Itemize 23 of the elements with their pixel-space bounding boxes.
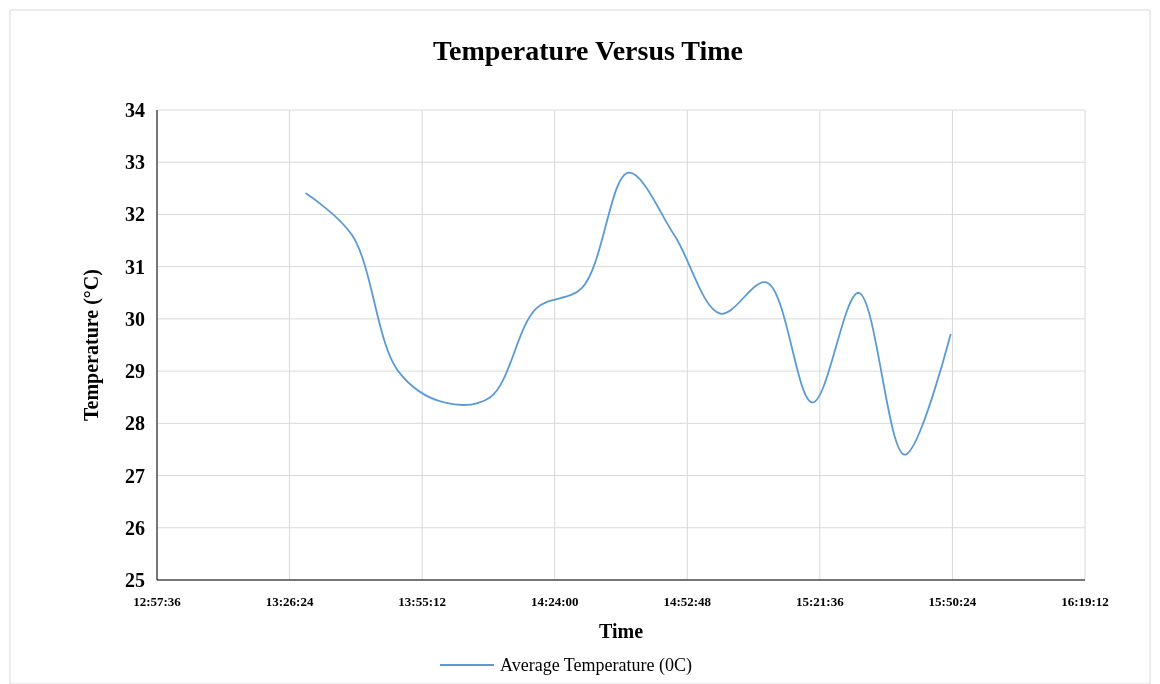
x-tick-label: 16:19:12 bbox=[1061, 594, 1109, 609]
y-tick-label: 28 bbox=[125, 412, 145, 435]
y-tick-label: 26 bbox=[125, 516, 145, 539]
y-tick-label: 31 bbox=[125, 255, 145, 278]
x-tick-label: 15:50:24 bbox=[928, 594, 977, 609]
y-tick-label: 30 bbox=[125, 307, 145, 330]
x-tick-label: 15:21:36 bbox=[796, 594, 845, 609]
legend-label: Average Temperature (0C) bbox=[500, 655, 692, 676]
y-axis-title: Temperature (°C) bbox=[80, 269, 103, 421]
x-tick-label: 13:55:12 bbox=[398, 594, 446, 609]
y-tick-label: 29 bbox=[125, 360, 145, 383]
y-tick-label: 32 bbox=[125, 203, 145, 226]
x-tick-label: 14:24:00 bbox=[530, 594, 579, 609]
y-tick-label: 27 bbox=[125, 464, 145, 487]
x-tick-label: 13:26:24 bbox=[265, 594, 314, 609]
y-tick-label: 34 bbox=[125, 99, 145, 121]
x-tick-label: 12:57:36 bbox=[133, 594, 182, 609]
x-axis-title: Time bbox=[598, 620, 644, 642]
y-tick-label: 25 bbox=[125, 569, 145, 591]
x-tick-label: 14:52:48 bbox=[663, 594, 712, 609]
chart-title: Temperature Versus Time bbox=[432, 35, 744, 66]
line-series bbox=[305, 171, 952, 456]
y-tick-label: 33 bbox=[125, 151, 145, 174]
